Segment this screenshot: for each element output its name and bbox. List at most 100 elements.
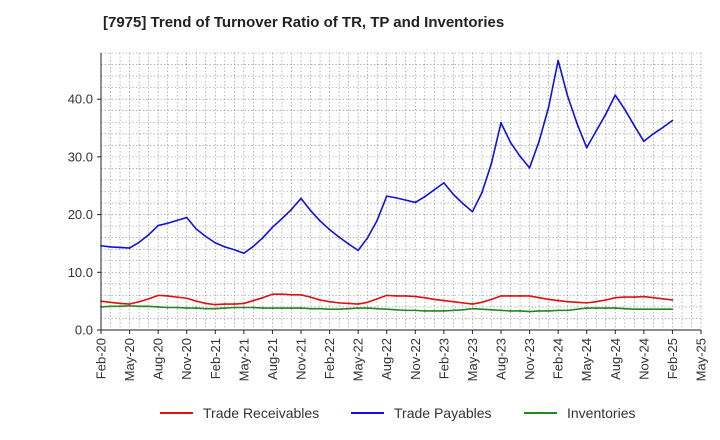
data-point: [557, 309, 560, 312]
data-point: [566, 95, 569, 98]
data-point: [633, 124, 636, 127]
x-tick-label: Nov-21: [294, 338, 309, 380]
data-point: [623, 307, 626, 310]
data-point: [128, 247, 131, 249]
data-point: [442, 299, 445, 302]
data-point: [423, 195, 426, 198]
data-point: [223, 246, 226, 248]
data-point: [652, 308, 655, 311]
data-point: [157, 306, 160, 308]
data-point: [395, 196, 398, 199]
data-point: [538, 140, 540, 143]
data-point: [376, 307, 379, 310]
data-point: [109, 301, 112, 304]
data-point: [214, 241, 217, 244]
x-tick-label: Feb-22: [322, 338, 337, 379]
data-point: [433, 298, 436, 301]
data-point: [166, 306, 169, 309]
data-point: [662, 308, 664, 311]
data-point: [557, 59, 560, 62]
data-point: [328, 308, 331, 311]
data-point: [176, 296, 179, 299]
x-tick-label: Feb-23: [436, 338, 451, 379]
data-point: [414, 309, 417, 312]
data-point: [547, 310, 550, 312]
data-point: [195, 228, 198, 230]
data-point: [366, 307, 369, 309]
y-tick-label: 40.0: [68, 92, 93, 107]
data-point: [462, 301, 464, 304]
data-point: [119, 302, 121, 305]
axes: 0.0 10.0 20.0 30.0 40.0 Feb-20 May-20 Aug-20 Nov…: [68, 53, 709, 381]
data-point: [109, 246, 112, 248]
data-point: [204, 307, 207, 310]
data-point: [576, 123, 579, 125]
x-tick-label: Aug-21: [265, 338, 280, 380]
data-point: [566, 300, 569, 303]
x-tick-label: Feb-24: [551, 338, 566, 379]
data-point: [452, 193, 455, 196]
data-point: [366, 236, 369, 239]
data-point: [128, 304, 131, 307]
data-point: [242, 306, 245, 309]
data-point: [357, 307, 360, 309]
data-point: [242, 302, 245, 305]
data-point: [338, 301, 340, 304]
data-point: [576, 308, 579, 311]
x-tick-label: Nov-23: [522, 338, 537, 380]
data-point: [233, 306, 236, 309]
data-point: [623, 296, 626, 299]
data-point: [147, 297, 150, 300]
data-point: [547, 298, 550, 301]
data-point: [614, 94, 617, 97]
data-point: [300, 293, 302, 296]
data-point: [652, 132, 655, 135]
data-point: [442, 310, 445, 312]
data-point: [185, 216, 188, 219]
data-point: [433, 310, 436, 312]
data-point: [547, 106, 550, 109]
data-point: [185, 297, 188, 300]
data-point: [357, 249, 360, 252]
data-point: [557, 299, 560, 302]
data-point: [519, 310, 521, 312]
legend-item-inventories: Inventories: [524, 405, 635, 421]
legend-swatch-red: [160, 412, 193, 414]
x-tick-label: Nov-24: [636, 338, 651, 380]
data-point: [271, 307, 274, 309]
data-point: [233, 248, 236, 251]
data-point: [109, 305, 112, 308]
data-point: [519, 295, 521, 297]
data-point: [538, 310, 540, 312]
data-point: [309, 296, 312, 299]
data-point: [138, 300, 140, 303]
data-point: [204, 235, 207, 238]
x-tick-label: Feb-21: [208, 338, 223, 379]
data-point: [671, 308, 674, 311]
data-point: [223, 307, 226, 309]
data-point: [138, 241, 140, 244]
data-point: [319, 220, 321, 222]
x-tick-label: Feb-25: [665, 338, 680, 379]
data-point: [642, 295, 645, 298]
data-point: [281, 217, 283, 220]
data-point: [633, 308, 636, 311]
data-point: [623, 108, 626, 111]
data-point: [642, 308, 645, 311]
data-point: [176, 306, 179, 309]
x-tick-label: May-23: [465, 338, 480, 381]
data-point: [462, 202, 464, 205]
data-point: [319, 307, 321, 310]
data-point: [604, 307, 607, 309]
legend-item-trade-payables: Trade Payables: [351, 405, 492, 421]
data-point: [195, 307, 198, 309]
data-point: [528, 295, 531, 297]
data-point: [376, 219, 379, 222]
data-point: [328, 300, 331, 303]
data-point: [338, 236, 340, 238]
data-point: [262, 307, 264, 309]
data-point: [509, 310, 512, 312]
data-point: [462, 308, 464, 311]
data-point: [509, 295, 512, 297]
data-point: [404, 295, 407, 297]
